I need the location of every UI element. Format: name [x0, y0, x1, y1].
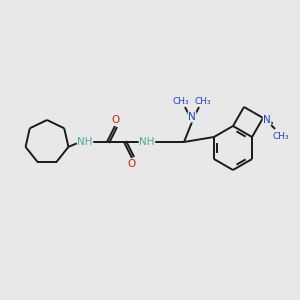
Text: N: N	[188, 112, 196, 122]
Text: NH: NH	[77, 137, 93, 147]
Text: NH: NH	[139, 137, 155, 147]
Text: O: O	[128, 159, 136, 169]
Text: N: N	[263, 115, 271, 125]
Text: CH₃: CH₃	[173, 97, 189, 106]
Text: CH₃: CH₃	[195, 97, 211, 106]
Text: O: O	[111, 115, 119, 125]
Text: CH₃: CH₃	[273, 132, 290, 141]
